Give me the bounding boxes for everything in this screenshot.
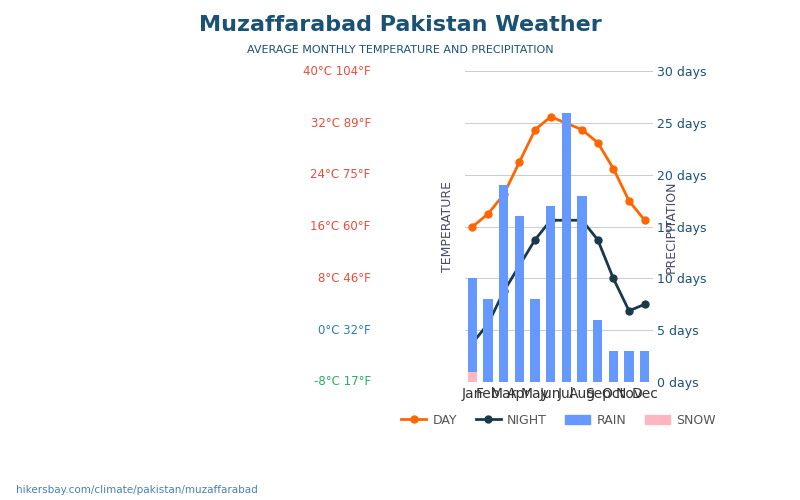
Text: TEMPERATURE: TEMPERATURE [442,181,454,272]
Bar [546,206,555,382]
Bar [609,351,618,382]
Text: AVERAGE MONTHLY TEMPERATURE AND PRECIPITATION: AVERAGE MONTHLY TEMPERATURE AND PRECIPIT… [246,45,554,55]
Bar [624,351,634,382]
Text: -8°C 17°F: -8°C 17°F [314,376,370,388]
Text: hikersbay.com/climate/pakistan/muzaffarabad: hikersbay.com/climate/pakistan/muzaffara… [16,485,258,495]
Bar [562,113,571,382]
Text: Muzaffarabad Pakistan Weather: Muzaffarabad Pakistan Weather [198,15,602,35]
Bar [578,196,586,382]
Bar [468,278,477,382]
Legend: DAY, NIGHT, RAIN, SNOW: DAY, NIGHT, RAIN, SNOW [396,408,721,432]
Text: 40°C 104°F: 40°C 104°F [303,65,370,78]
Bar [640,351,650,382]
Text: 0°C 32°F: 0°C 32°F [318,324,370,336]
Text: 16°C 60°F: 16°C 60°F [310,220,370,233]
Text: 24°C 75°F: 24°C 75°F [310,168,370,181]
Bar [468,372,477,382]
Bar [593,320,602,382]
Bar [514,216,524,382]
Bar [499,186,509,382]
Text: 8°C 46°F: 8°C 46°F [318,272,370,285]
Text: PRECIPITATION: PRECIPITATION [665,180,678,273]
Text: 32°C 89°F: 32°C 89°F [310,116,370,130]
Bar [530,299,540,382]
Bar [483,299,493,382]
